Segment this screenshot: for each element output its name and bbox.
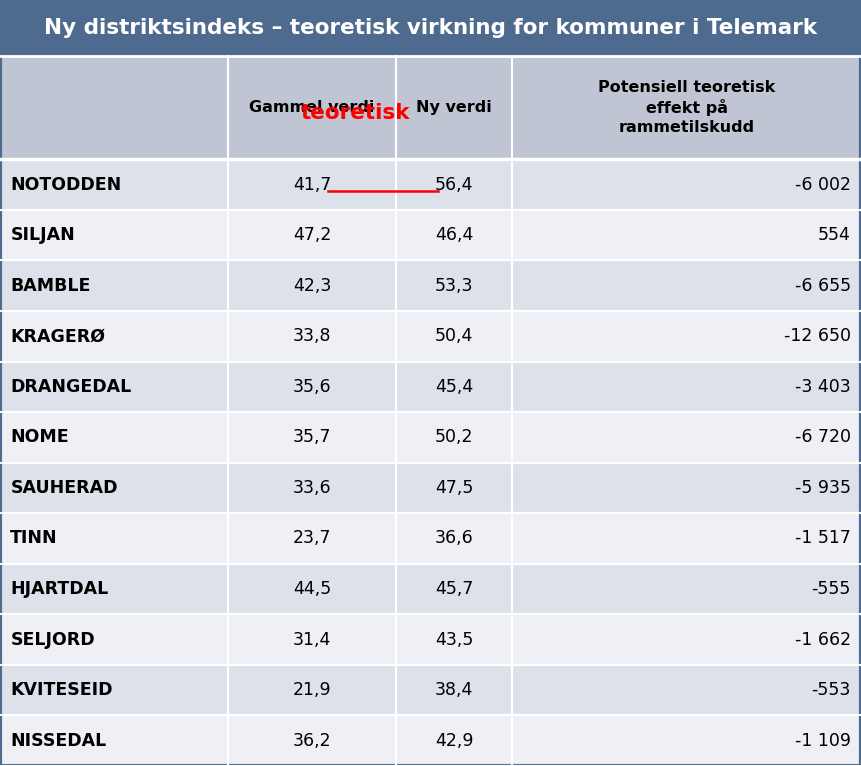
Text: Ny verdi: Ny verdi: [417, 100, 492, 115]
Text: 50,4: 50,4: [435, 327, 474, 345]
Text: -12 650: -12 650: [784, 327, 851, 345]
Text: 31,4: 31,4: [293, 630, 331, 649]
Bar: [0, 210, 861, 260]
Text: SILJAN: SILJAN: [10, 226, 75, 244]
Bar: [0, 159, 861, 210]
Text: teoretisk: teoretisk: [300, 103, 410, 123]
Text: DRANGEDAL: DRANGEDAL: [10, 378, 132, 396]
Text: -5 935: -5 935: [795, 479, 851, 497]
Text: TINN: TINN: [10, 529, 58, 548]
Text: 35,6: 35,6: [293, 378, 331, 396]
Text: 45,7: 45,7: [435, 580, 474, 598]
Text: Potensiell teoretisk
effekt på
rammetilskudd: Potensiell teoretisk effekt på rammetils…: [598, 80, 775, 135]
Text: 33,8: 33,8: [293, 327, 331, 345]
Text: 50,2: 50,2: [435, 428, 474, 447]
Text: Ny distriktsindeks – teoretisk virkning for kommuner i Telemark: Ny distriktsindeks – teoretisk virkning …: [44, 18, 817, 38]
Text: -553: -553: [811, 681, 851, 699]
Text: -6 002: -6 002: [795, 175, 851, 194]
Text: 21,9: 21,9: [293, 681, 331, 699]
Text: -1 109: -1 109: [795, 732, 851, 750]
Text: 42,9: 42,9: [435, 732, 474, 750]
Text: NISSEDAL: NISSEDAL: [10, 732, 107, 750]
Text: BAMBLE: BAMBLE: [10, 277, 90, 295]
Text: 33,6: 33,6: [293, 479, 331, 497]
Text: NOTODDEN: NOTODDEN: [10, 175, 121, 194]
Bar: [0, 564, 861, 614]
Text: SAUHERAD: SAUHERAD: [10, 479, 118, 497]
Text: 46,4: 46,4: [435, 226, 474, 244]
Bar: [0, 715, 861, 766]
Text: KRAGERØ: KRAGERØ: [10, 327, 105, 345]
Text: KVITESEID: KVITESEID: [10, 681, 113, 699]
Text: 45,4: 45,4: [435, 378, 474, 396]
Bar: [0, 311, 861, 362]
Text: 38,4: 38,4: [435, 681, 474, 699]
Bar: [0, 665, 861, 715]
Text: Gammel verdi: Gammel verdi: [250, 100, 375, 115]
Text: 554: 554: [818, 226, 851, 244]
Text: 42,3: 42,3: [293, 277, 331, 295]
Text: 47,2: 47,2: [293, 226, 331, 244]
Text: -6 720: -6 720: [795, 428, 851, 447]
Bar: [0, 56, 861, 159]
Text: 36,2: 36,2: [293, 732, 331, 750]
Text: 56,4: 56,4: [435, 175, 474, 194]
Bar: [0, 362, 861, 412]
Text: 41,7: 41,7: [293, 175, 331, 194]
Text: SELJORD: SELJORD: [10, 630, 95, 649]
Text: -555: -555: [811, 580, 851, 598]
Text: -3 403: -3 403: [795, 378, 851, 396]
Bar: [0, 614, 861, 665]
Bar: [0, 412, 861, 463]
Bar: [0, 463, 861, 513]
Text: NOME: NOME: [10, 428, 69, 447]
Bar: [0, 513, 861, 564]
Text: 53,3: 53,3: [435, 277, 474, 295]
Text: 43,5: 43,5: [435, 630, 474, 649]
Bar: [0, 260, 861, 311]
Text: -6 655: -6 655: [795, 277, 851, 295]
Text: 44,5: 44,5: [293, 580, 331, 598]
Bar: [0, 0, 861, 56]
Text: 35,7: 35,7: [293, 428, 331, 447]
Text: -1 662: -1 662: [795, 630, 851, 649]
Text: HJARTDAL: HJARTDAL: [10, 580, 108, 598]
Text: 47,5: 47,5: [435, 479, 474, 497]
Text: -1 517: -1 517: [795, 529, 851, 548]
Text: 23,7: 23,7: [293, 529, 331, 548]
Text: 36,6: 36,6: [435, 529, 474, 548]
